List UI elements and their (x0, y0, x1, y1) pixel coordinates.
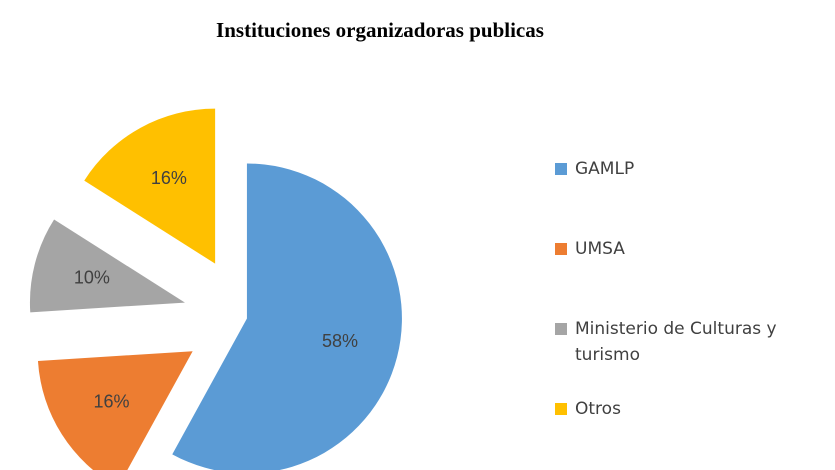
data-label: 16% (93, 391, 129, 411)
data-label: 16% (151, 168, 187, 188)
data-label: 10% (74, 267, 110, 287)
legend-swatch (555, 243, 567, 255)
pie-slice (84, 108, 216, 264)
legend-swatch (555, 163, 567, 175)
chart-title: Instituciones organizadoras publicas (216, 18, 544, 42)
legend-label: GAMLP (575, 159, 635, 179)
legend-label: Ministerio de Culturas y turismo (575, 319, 777, 365)
legend-item: UMSA (555, 236, 835, 262)
legend-item: Otros (555, 396, 835, 422)
legend-item: Ministerio de Culturas y turismo (555, 316, 835, 368)
pie-slice (172, 163, 402, 470)
pie-slice (29, 219, 185, 313)
legend-item: GAMLP (555, 156, 835, 182)
legend-label: Otros (575, 399, 621, 419)
legend-label: UMSA (575, 239, 625, 259)
data-label: 58% (322, 331, 358, 351)
legend-swatch (555, 323, 567, 335)
pie-slice (37, 351, 193, 470)
legend-swatch (555, 403, 567, 415)
